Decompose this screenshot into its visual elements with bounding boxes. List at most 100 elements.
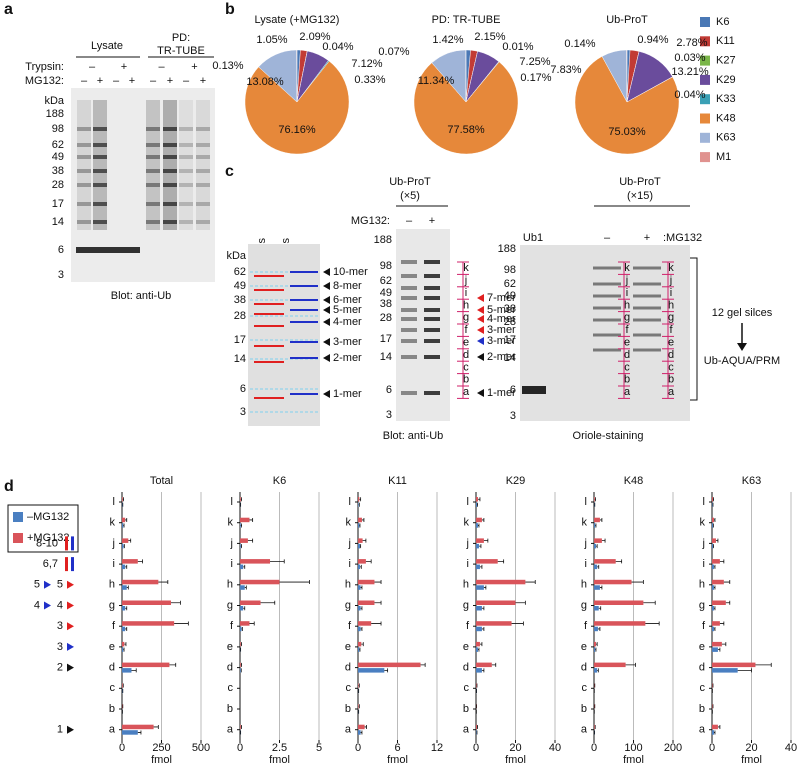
- y-tick-label: f: [230, 620, 234, 632]
- blot-title: Ub-ProT: [389, 176, 431, 188]
- lane-sign: –: [89, 61, 96, 73]
- bar: [712, 564, 714, 570]
- bar: [712, 647, 718, 652]
- legend-label: +MG132: [27, 532, 70, 544]
- x-tick-label: 40: [785, 742, 797, 754]
- slice-label: c: [463, 361, 469, 373]
- error-bar: [360, 626, 363, 631]
- bar: [594, 626, 598, 632]
- x-tick-label: 40: [549, 742, 561, 754]
- y-tick-label: e: [699, 641, 705, 653]
- error-bar: [358, 683, 360, 688]
- bar: [122, 647, 124, 652]
- bracket: [690, 257, 698, 401]
- error-bar: [597, 626, 601, 631]
- bar: [712, 641, 722, 647]
- bar: [358, 668, 385, 673]
- bar: [476, 585, 484, 590]
- bar: [122, 606, 126, 611]
- error-bar: [365, 559, 372, 564]
- arrowhead: [44, 580, 51, 589]
- slice-label: g: [624, 312, 630, 324]
- error-bar: [243, 564, 246, 569]
- y-tick-label: c: [110, 682, 116, 694]
- error-bar: [713, 606, 716, 611]
- y-tick-label: g: [699, 599, 705, 611]
- blot-band: [401, 274, 417, 278]
- column-header: Lysate: [91, 40, 123, 52]
- chain-bar: [71, 536, 74, 551]
- marker-label: 28: [504, 316, 516, 328]
- blot-band: [401, 286, 417, 290]
- bar: [476, 662, 492, 668]
- bar: [476, 564, 480, 570]
- y-tick-label: b: [109, 703, 115, 715]
- row-label: MG132:: [25, 75, 64, 87]
- error-bar: [158, 580, 169, 585]
- error-bar: [174, 621, 189, 626]
- lane-label: :MG132: [663, 232, 702, 244]
- arrowhead: [477, 389, 484, 397]
- mer-label: 7-mer: [487, 292, 516, 304]
- bar: [594, 523, 596, 528]
- y-tick-label: g: [345, 599, 351, 611]
- mer-label: 3-mer: [333, 336, 362, 348]
- panel-label: d: [4, 478, 14, 495]
- bar: [122, 564, 126, 570]
- mer-label: 4-mer: [487, 313, 516, 325]
- blot-band: [424, 286, 440, 290]
- bar: [594, 564, 598, 570]
- y-tick-label: i: [349, 558, 351, 570]
- schematic: [248, 244, 320, 426]
- blot-band: [196, 155, 210, 159]
- arrowhead: [477, 294, 484, 302]
- pie-value-label: 7.12%: [351, 58, 382, 70]
- lane-sign: –: [406, 215, 413, 227]
- bar: [476, 641, 480, 647]
- lane-label: +: [644, 232, 650, 244]
- blot-smear: [163, 100, 177, 230]
- bar: [240, 523, 241, 528]
- blot-band: [401, 339, 417, 343]
- gel-band: [593, 294, 621, 298]
- blot-band: [196, 183, 210, 187]
- arrowhead: [44, 601, 51, 610]
- error-bar: [712, 497, 714, 502]
- bar: [358, 523, 360, 528]
- arrowhead: [477, 306, 484, 314]
- blot: [396, 229, 450, 421]
- bar: [358, 517, 362, 523]
- error-bar: [643, 600, 656, 605]
- error-bar: [364, 724, 367, 729]
- marker-label: 17: [234, 334, 246, 346]
- bar: [358, 621, 372, 626]
- bar: [712, 585, 714, 590]
- arrowhead: [477, 353, 484, 361]
- error-bar: [260, 600, 276, 605]
- y-tick-label: f: [466, 620, 470, 632]
- mer-label: 1-mer: [487, 387, 516, 399]
- error-bar: [479, 642, 483, 647]
- error-bar: [481, 606, 485, 611]
- y-tick-label: h: [463, 579, 469, 591]
- error-bar: [479, 564, 483, 569]
- arrowhead: [323, 390, 330, 398]
- blot-band: [77, 155, 91, 159]
- caption: Blot: anti-Ub: [111, 290, 172, 302]
- y-tick-label: j: [348, 537, 351, 549]
- error-bar: [360, 606, 363, 611]
- y-tick-label: k: [582, 517, 588, 529]
- y-tick-label: a: [109, 724, 116, 736]
- bar: [122, 543, 124, 549]
- error-bar: [362, 538, 367, 543]
- error-bar: [717, 647, 721, 652]
- bar: [122, 585, 127, 590]
- pie-value-label: 2.09%: [299, 31, 330, 43]
- lane-sign: +: [167, 75, 173, 87]
- slice-label: e: [624, 337, 630, 349]
- y-tick-label: c: [582, 682, 588, 694]
- slice-label: i: [626, 287, 628, 299]
- bar: [476, 502, 477, 507]
- bar: [122, 538, 129, 543]
- x-axis-label: fmol: [741, 754, 762, 766]
